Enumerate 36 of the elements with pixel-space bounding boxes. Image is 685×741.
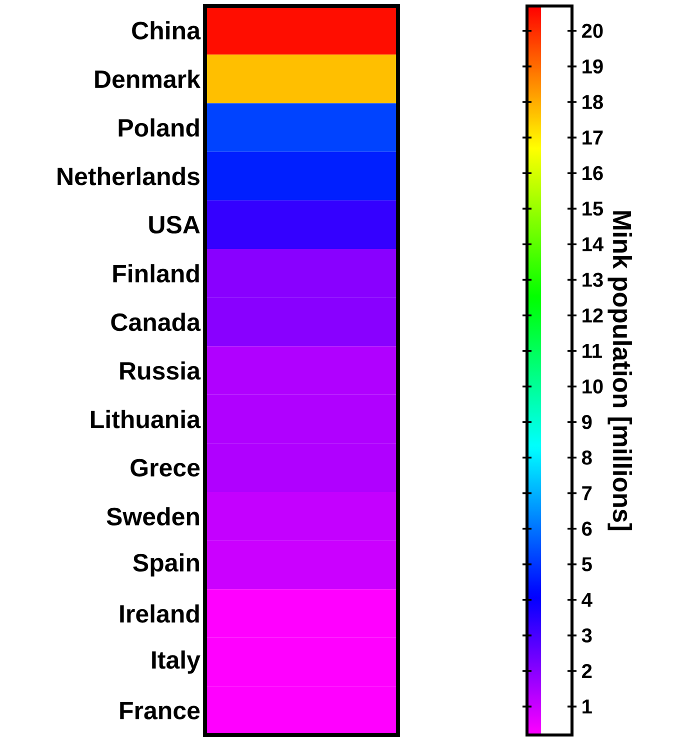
- color-bar-title: Mink population [millions]: [608, 211, 632, 530]
- y-tick-label: USA: [149, 216, 200, 234]
- color-bar-label: 13: [582, 272, 603, 287]
- color-bar-label: 6: [582, 522, 592, 536]
- color-bar-label: 2: [582, 664, 592, 678]
- color-bar-label: 4: [582, 592, 592, 607]
- y-tick-label: China: [132, 21, 201, 40]
- color-bar-label: 20: [582, 24, 603, 38]
- color-bar-label: 3: [582, 628, 592, 643]
- color-bar-label: 5: [582, 557, 592, 572]
- color-bar-label: 10: [582, 379, 603, 394]
- y-tick-label: Russia: [120, 361, 201, 380]
- y-tick-label: Poland: [118, 118, 199, 137]
- y-tick-label: Canada: [111, 312, 201, 332]
- color-bar-label: 11: [582, 344, 602, 358]
- color-bar-label: 17: [582, 130, 603, 144]
- y-tick-label: Grece: [130, 458, 200, 477]
- color-bar-label: 9: [582, 414, 592, 430]
- color-bar-label: 8: [582, 450, 592, 465]
- y-tick-label: Denmark: [95, 70, 200, 88]
- y-tick-label: Italy: [152, 650, 200, 674]
- y-tick-label: Sweden: [106, 507, 199, 526]
- color-bar-label: 7: [582, 486, 592, 500]
- color-bar-label: 1: [582, 700, 592, 714]
- y-tick-label: Netherlands: [58, 166, 200, 186]
- y-tick-label: Spain: [133, 553, 199, 577]
- color-bar-label: 14: [582, 237, 604, 252]
- color-bar-label: 16: [582, 166, 603, 180]
- color-bar-label: 18: [582, 94, 603, 110]
- color-bar-label: 19: [582, 59, 603, 74]
- y-tick-label: Lithuania: [91, 410, 201, 428]
- y-tick-label: Ireland: [120, 604, 199, 623]
- y-tick-label: Finland: [113, 264, 199, 282]
- color-bar-label: 15: [582, 202, 604, 216]
- y-tick-label: France: [120, 702, 200, 720]
- color-bar-label: 12: [582, 308, 603, 322]
